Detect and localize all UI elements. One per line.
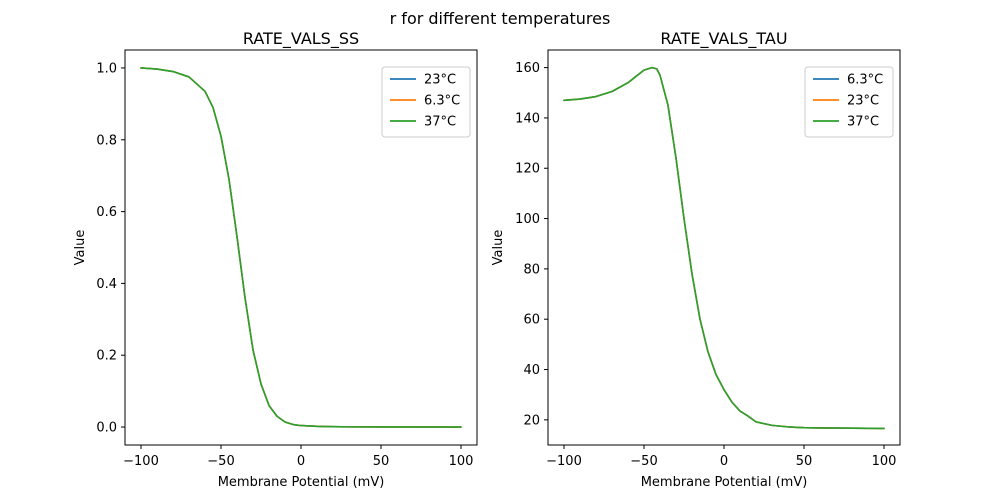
y-tick-label: 40 <box>523 363 540 378</box>
legend-label: 6.3°C <box>424 94 460 109</box>
legend: 23°C 6.3°C 37°C <box>381 66 471 138</box>
legend-label: 37°C <box>424 115 456 130</box>
y-axis-label: Value <box>73 230 88 266</box>
legend-label: 23°C <box>847 94 879 109</box>
y-tick-label: 80 <box>523 262 540 277</box>
series-line-3 <box>563 66 885 430</box>
series-line-3 <box>140 67 462 428</box>
legend-label: 23°C <box>424 73 456 88</box>
y-tick-label: 120 <box>515 162 540 177</box>
y-tick-label: 0.0 <box>96 421 117 436</box>
x-tick-label: 100 <box>449 454 474 469</box>
x-tick-label: −100 <box>546 454 582 469</box>
x-tick-label: −50 <box>630 454 657 469</box>
y-tick-label: 140 <box>515 111 540 126</box>
legend-box <box>381 66 471 138</box>
y-tick-label: 0.2 <box>96 349 117 364</box>
x-tick-label: 50 <box>373 454 390 469</box>
y-tick-label: 0.8 <box>96 133 117 148</box>
legend-box <box>804 66 894 138</box>
y-tick-label: 0.6 <box>96 205 117 220</box>
y-tick-label: 0.4 <box>96 277 117 292</box>
subplot-tau: −100 −50 0 50 100 20 40 60 80 100 120 140 160 RATE_VA… <box>491 29 901 490</box>
legend: 6.3°C 23°C 37°C <box>804 66 894 138</box>
y-axis-label: Value <box>491 230 506 266</box>
x-tick-label: 100 <box>872 454 897 469</box>
y-tick-label: 20 <box>523 413 540 428</box>
subplot-title: RATE_VALS_TAU <box>660 29 787 49</box>
x-tick-label: 50 <box>796 454 813 469</box>
x-tick-label: −50 <box>207 454 234 469</box>
subplot-ss: −100 −50 0 50 100 0.0 0.2 0.4 0.6 0.8 1.0 RATE_VALS… <box>73 29 478 490</box>
x-tick-label: 0 <box>297 454 305 469</box>
legend-label: 6.3°C <box>847 73 883 88</box>
figure-suptitle: r for different temperatures <box>390 9 611 28</box>
y-tick-label: 60 <box>523 313 540 328</box>
y-tick-label: 100 <box>515 212 540 227</box>
legend-label: 37°C <box>847 115 879 130</box>
x-tick-label: 0 <box>720 454 728 469</box>
y-tick-label: 160 <box>515 61 540 76</box>
x-axis-label: Membrane Potential (mV) <box>218 475 385 490</box>
x-axis-label: Membrane Potential (mV) <box>641 475 808 490</box>
y-tick-label: 1.0 <box>96 61 117 76</box>
x-tick-label: −100 <box>123 454 159 469</box>
subplot-title: RATE_VALS_SS <box>243 29 359 49</box>
